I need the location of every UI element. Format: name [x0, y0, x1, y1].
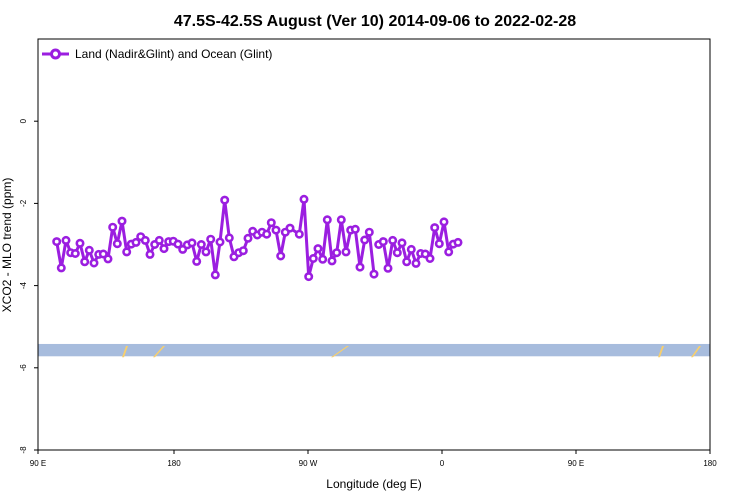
land-band	[38, 343, 710, 357]
data-point	[173, 239, 183, 249]
plot-frame	[37, 38, 711, 451]
data-point	[430, 223, 440, 233]
data-point	[262, 229, 272, 239]
data-point	[294, 229, 304, 239]
data-point	[336, 215, 346, 225]
y-tick-label: 0	[19, 118, 28, 123]
y-tick-label: -6	[19, 364, 28, 372]
data-point	[304, 272, 314, 282]
data-point	[434, 239, 444, 249]
data-point	[341, 247, 351, 257]
data-point	[220, 195, 230, 205]
data-point	[108, 222, 118, 232]
data-point	[56, 263, 66, 273]
x-tick-label: 180	[167, 459, 181, 468]
data-point	[84, 245, 94, 255]
data-point	[350, 224, 360, 234]
data-point	[98, 249, 108, 259]
data-point	[444, 247, 454, 257]
data-point	[140, 235, 150, 245]
data-point	[327, 256, 337, 266]
data-point	[70, 249, 80, 259]
data-point	[89, 258, 99, 268]
data-point	[75, 238, 85, 248]
data-point	[406, 244, 416, 254]
x-tick-label: 90 W	[299, 459, 318, 468]
data-point	[383, 263, 393, 273]
land-mark	[122, 345, 128, 358]
land-mark	[153, 345, 165, 358]
data-point	[392, 248, 402, 258]
data-point	[276, 251, 286, 261]
y-axis-label: XCO2 - MLO trend (ppm)	[0, 178, 14, 313]
data-point	[187, 238, 197, 248]
data-point	[266, 218, 276, 228]
data-point	[364, 227, 374, 237]
data-point	[322, 215, 332, 225]
y-tick-label: -4	[19, 281, 28, 289]
data-point	[238, 246, 248, 256]
data-point	[201, 247, 211, 257]
data-point	[453, 237, 463, 247]
data-point	[206, 234, 216, 244]
data-point	[397, 238, 407, 248]
data-point	[271, 225, 281, 235]
data-point	[52, 237, 62, 247]
data-point	[439, 217, 449, 227]
legend: Land (Nadir&Glint) and Ocean (Glint)	[42, 47, 272, 61]
land-mark	[658, 345, 664, 358]
data-point	[243, 233, 253, 243]
data-point	[388, 235, 398, 245]
data-point	[313, 244, 323, 254]
x-tick-label: 0	[440, 459, 445, 468]
data-point	[80, 257, 90, 267]
legend-marker	[50, 48, 61, 60]
data-point	[355, 262, 365, 272]
data-point	[103, 254, 113, 264]
data-point	[210, 270, 220, 280]
x-tick-label: 180	[703, 459, 717, 468]
x-tick-label: 90 E	[568, 459, 584, 468]
chart-title: 47.5S-42.5S August (Ver 10) 2014-09-06 t…	[174, 13, 576, 30]
land-mark	[331, 345, 349, 358]
x-axis: 90 E 180 90 W 0 90 E 180	[30, 450, 717, 468]
data-point	[112, 239, 122, 249]
data-point	[411, 258, 421, 268]
data-point	[378, 237, 388, 247]
data-point	[145, 249, 155, 259]
x-tick-label: 90 E	[30, 459, 46, 468]
data-point	[215, 237, 225, 247]
data-point	[285, 223, 295, 233]
y-tick-label: -8	[19, 446, 28, 454]
x-axis-label: Longitude (deg E)	[326, 477, 421, 491]
y-tick-label: -2	[19, 199, 28, 207]
data-point	[360, 235, 370, 245]
data-point	[318, 254, 328, 264]
land-mark	[691, 345, 701, 358]
data-point	[369, 269, 379, 279]
data-point	[196, 240, 206, 250]
data-point	[61, 235, 71, 245]
data-point	[131, 237, 141, 247]
legend-label: Land (Nadir&Glint) and Ocean (Glint)	[75, 47, 272, 61]
data-point	[122, 247, 132, 257]
data-point	[192, 256, 202, 266]
y-axis: 0 -2 -4 -6 -8	[19, 118, 38, 454]
data-point	[224, 233, 234, 243]
data-point	[402, 257, 412, 267]
data-point	[299, 194, 309, 204]
data-point	[154, 235, 164, 245]
data-point	[332, 248, 342, 258]
data-point	[117, 216, 127, 226]
data-point	[159, 244, 169, 254]
data-point	[308, 254, 318, 264]
data-point	[425, 254, 435, 264]
